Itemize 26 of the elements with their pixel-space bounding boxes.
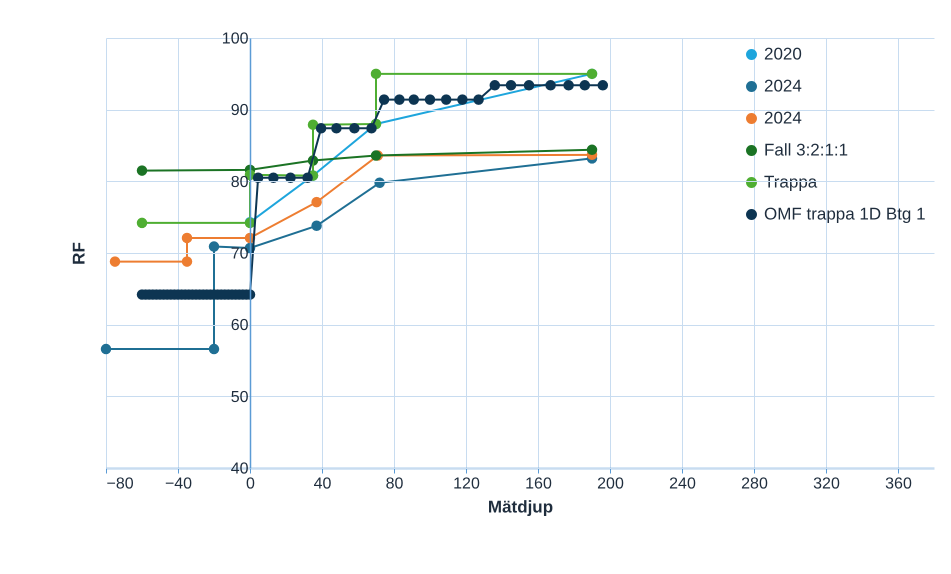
legend-label: OMF trappa 1D Btg 1 [764, 204, 926, 224]
x-tick-label: 120 [453, 476, 480, 492]
y-tick-label: 40 [230, 460, 249, 478]
legend-label: 2020 [764, 44, 802, 64]
y-tick-label: 70 [230, 246, 249, 262]
x-tick-label: 200 [597, 476, 624, 492]
x-tick-label: 360 [885, 476, 912, 492]
x-tick-label: 240 [669, 476, 696, 492]
y-tick-label: 80 [230, 174, 249, 191]
x-tick-label: 0 [246, 476, 256, 492]
legend-label: Fall 3:2:1:1 [764, 140, 848, 160]
y-tick-label: 100 [222, 30, 249, 48]
y-tick-label: 50 [230, 388, 249, 406]
x-axis-title: Mätdjup [488, 498, 554, 516]
x-tick-label: 320 [813, 476, 840, 492]
legend-label: 2024 [764, 76, 802, 96]
x-tick-label: 280 [741, 476, 768, 492]
y-tick-label: 60 [230, 317, 249, 334]
x-tick-label: −40 [164, 476, 192, 492]
y-axis-title: RF [70, 242, 88, 265]
x-tick-label: 40 [314, 476, 332, 492]
x-tick-label: 80 [386, 476, 404, 492]
y-tick-label: 90 [230, 102, 249, 120]
x-tick-label: −80 [106, 476, 134, 492]
x-tick-label: 160 [525, 476, 552, 492]
legend-label: 2024 [764, 108, 802, 128]
